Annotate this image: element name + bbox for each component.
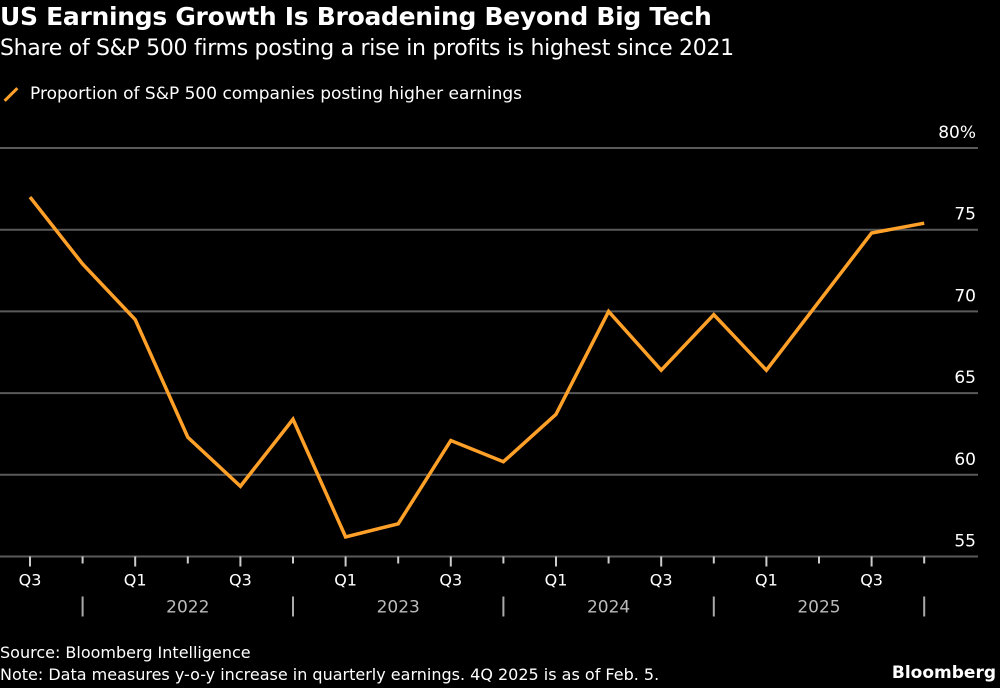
year-label: 2025 [797,598,840,618]
source-text: Source: Bloomberg Intelligence [0,643,251,662]
note-text: Note: Data measures y-o-y increase in qu… [0,665,660,684]
bloomberg-logo: Bloomberg [891,663,996,683]
x-tick-label: Q1 [545,571,568,590]
year-label: 2023 [377,598,420,618]
y-tick-label: 70 [954,286,976,306]
x-tick-label: Q1 [124,571,147,590]
y-tick-label: 60 [954,450,976,470]
legend-label: Proportion of S&P 500 companies posting … [30,84,523,104]
x-tick-label: Q3 [229,571,252,590]
y-tick-label: 75 [954,205,976,225]
x-tick-label: Q1 [334,571,357,590]
y-tick-label: 80% [938,123,976,143]
x-tick-label: Q1 [755,571,778,590]
x-tick-label: Q3 [19,571,42,590]
chart-subtitle: Share of S&P 500 firms posting a rise in… [0,36,734,61]
year-label: 2022 [166,598,209,618]
legend: Proportion of S&P 500 companies posting … [0,84,522,104]
series-line [28,195,925,539]
chart-title: US Earnings Growth Is Broadening Beyond … [0,2,712,31]
y-tick-label: 65 [954,368,976,388]
y-tick-label: 55 [954,532,976,552]
year-label: 2024 [587,598,630,618]
x-tick-label: Q3 [650,571,673,590]
x-tick-label: Q3 [439,571,462,590]
x-tick-label: Q3 [860,571,883,590]
